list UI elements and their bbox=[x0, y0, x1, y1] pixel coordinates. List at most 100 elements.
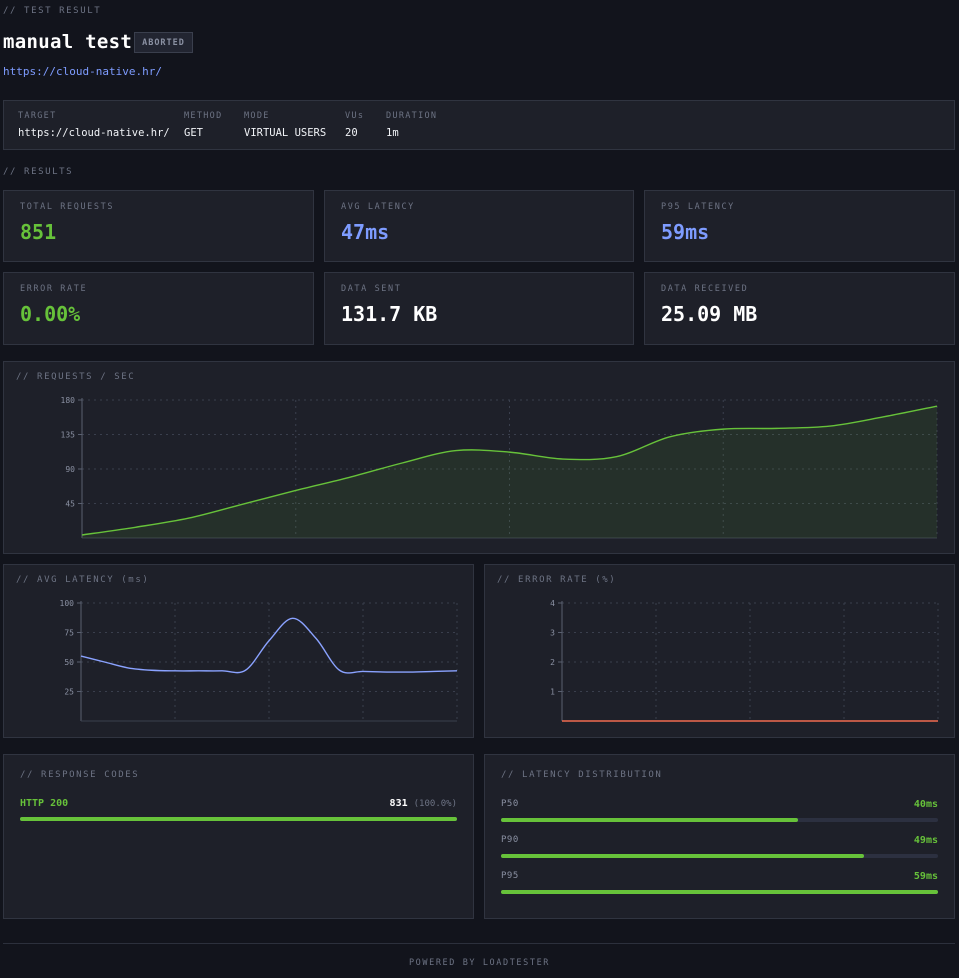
data-point bbox=[830, 425, 831, 426]
metric-value: 0.00% bbox=[20, 302, 81, 326]
requests-per-sec-chart: 180 135 90 45 bbox=[61, 396, 938, 539]
percentile-value-p50: 40ms bbox=[913, 799, 938, 810]
y-tick-label: 45 bbox=[65, 500, 75, 509]
target-url-link[interactable]: https://cloud-native.hr/ bbox=[3, 65, 162, 78]
data-point bbox=[608, 720, 609, 721]
data-point bbox=[749, 720, 750, 721]
data-point bbox=[295, 490, 296, 491]
metric-card-data-received: DATA RECEIVED 25.09 MB bbox=[644, 272, 955, 345]
page-title: manual test bbox=[3, 31, 133, 53]
data-point bbox=[936, 406, 937, 407]
chart-title: // ERROR RATE (%) bbox=[497, 575, 617, 585]
metric-value: 25.09 MB bbox=[661, 302, 758, 326]
metric-value: 851 bbox=[20, 220, 57, 244]
error-rate-panel: // ERROR RATE (%) 4 3 2 1 bbox=[484, 564, 955, 738]
mode-label: MODE bbox=[244, 111, 270, 121]
avg-latency-panel: // AVG LATENCY (ms) 100 75 50 25 bbox=[3, 564, 474, 738]
data-point bbox=[81, 534, 82, 535]
error-rate-chart: 4 3 2 1 bbox=[550, 599, 939, 722]
y-tick-label: 100 bbox=[60, 599, 75, 608]
data-point bbox=[362, 671, 363, 672]
data-point bbox=[723, 429, 724, 430]
y-tick-label: 1 bbox=[550, 688, 555, 697]
data-point bbox=[174, 670, 175, 671]
percentile-label-p50: P50 bbox=[501, 799, 519, 809]
data-point bbox=[292, 618, 293, 619]
metric-label: ERROR RATE bbox=[20, 284, 88, 294]
data-point bbox=[669, 436, 670, 437]
data-point bbox=[386, 671, 387, 672]
metric-label: P95 LATENCY bbox=[661, 202, 735, 212]
mode-value: VIRTUAL USERS bbox=[244, 127, 327, 139]
y-tick-label: 90 bbox=[65, 465, 75, 474]
response-code-pct: (100.0%) bbox=[413, 799, 457, 809]
method-value: GET bbox=[184, 127, 203, 139]
data-point bbox=[135, 527, 136, 528]
footer-divider bbox=[3, 943, 955, 944]
data-point bbox=[127, 667, 128, 668]
status-badge: ABORTED bbox=[134, 32, 193, 53]
data-point bbox=[221, 670, 222, 671]
y-tick-label: 75 bbox=[64, 629, 74, 638]
response-code-bar-fill bbox=[20, 817, 457, 821]
section-label-results: // RESULTS bbox=[3, 167, 74, 177]
method-label: METHOD bbox=[184, 111, 223, 121]
vus-label: VUs bbox=[345, 111, 365, 121]
percentile-label-p90: P90 bbox=[501, 835, 519, 845]
data-point bbox=[268, 640, 269, 641]
avg-latency-chart: 100 75 50 25 bbox=[60, 599, 458, 722]
duration-value: 1m bbox=[386, 127, 399, 139]
percentile-bar-track bbox=[501, 818, 938, 822]
percentile-bar-fill-p50 bbox=[501, 818, 799, 822]
data-point bbox=[456, 670, 457, 671]
target-value: https://cloud-native.hr/ bbox=[18, 127, 170, 139]
metric-value: 59ms bbox=[661, 220, 710, 244]
metric-label: AVG LATENCY bbox=[341, 202, 415, 212]
y-tick-label: 135 bbox=[61, 431, 76, 440]
metric-card-avg-latency: AVG LATENCY 47ms bbox=[324, 190, 634, 262]
latency-distribution-panel: // LATENCY DISTRIBUTION P50 40ms P90 49m… bbox=[484, 754, 955, 919]
chart-title: // AVG LATENCY (ms) bbox=[16, 575, 150, 585]
data-point bbox=[655, 720, 656, 721]
panel-title: // LATENCY DISTRIBUTION bbox=[501, 770, 663, 780]
percentile-bar-track bbox=[501, 854, 938, 858]
metric-label: TOTAL REQUESTS bbox=[20, 202, 115, 212]
data-point bbox=[433, 671, 434, 672]
section-label-test-result: // TEST RESULT bbox=[3, 6, 102, 16]
data-point bbox=[402, 462, 403, 463]
target-label: TARGET bbox=[18, 111, 57, 121]
data-point bbox=[151, 670, 152, 671]
data-point bbox=[315, 638, 316, 639]
metric-card-total-requests: TOTAL REQUESTS 851 bbox=[3, 190, 314, 262]
series-area bbox=[82, 406, 937, 538]
data-point bbox=[80, 656, 81, 657]
y-tick-label: 2 bbox=[550, 658, 555, 667]
percentile-label-p95: P95 bbox=[501, 871, 519, 881]
data-point bbox=[455, 450, 456, 451]
metric-card-p95-latency: P95 LATENCY 59ms bbox=[644, 190, 955, 262]
duration-label: DURATION bbox=[386, 111, 438, 121]
metric-value: 47ms bbox=[341, 220, 390, 244]
metric-label: DATA SENT bbox=[341, 284, 402, 294]
requests-per-sec-panel: // REQUESTS / SEC 180 135 90 45 bbox=[3, 361, 955, 554]
data-point bbox=[937, 720, 938, 721]
data-point bbox=[796, 720, 797, 721]
metric-label: DATA RECEIVED bbox=[661, 284, 749, 294]
data-point bbox=[890, 720, 891, 721]
series-line bbox=[80, 617, 458, 674]
panel-title: // RESPONSE CODES bbox=[20, 770, 140, 780]
y-tick-label: 4 bbox=[550, 599, 555, 608]
data-point bbox=[616, 456, 617, 457]
percentile-value-p95: 59ms bbox=[913, 871, 938, 882]
data-point bbox=[561, 720, 562, 721]
data-point bbox=[702, 720, 703, 721]
percentile-bar-track bbox=[501, 890, 938, 894]
vus-value: 20 bbox=[345, 127, 358, 139]
footer-text: POWERED BY LOADTESTER bbox=[408, 958, 551, 968]
data-point bbox=[339, 670, 340, 671]
response-code-bar-track bbox=[20, 817, 457, 821]
response-code-count: 831 bbox=[389, 798, 408, 809]
data-point bbox=[188, 517, 189, 518]
metric-card-data-sent: DATA SENT 131.7 KB bbox=[324, 272, 634, 345]
data-point bbox=[883, 416, 884, 417]
